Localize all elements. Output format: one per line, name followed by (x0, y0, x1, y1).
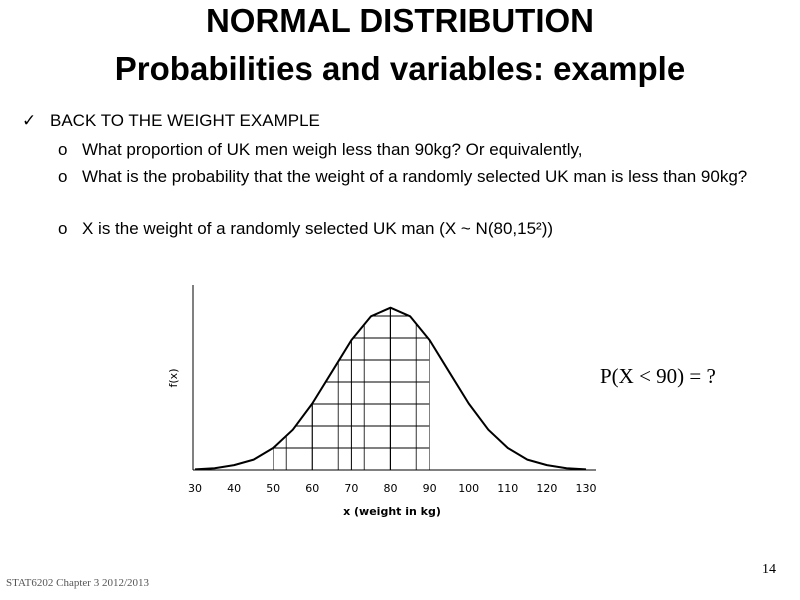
sub-marker: o (58, 167, 68, 186)
title: NORMAL DISTRIBUTION (205, 2, 595, 39)
y-axis-label: f(x) (167, 369, 180, 388)
bullet: What proportion of UK men weigh less tha… (82, 140, 583, 159)
check-marker: ✓ (22, 111, 37, 130)
bullet: BACK TO THE WEIGHT EXAMPLE (50, 111, 320, 130)
footer: STAT6202 Chapter 3 2012/2013 (6, 577, 150, 589)
bullet: What is the probability that the weight … (82, 167, 748, 186)
x-tick-label: 110 (497, 482, 518, 495)
x-axis-label: x (weight in kg) (343, 505, 441, 518)
x-tick-label: 120 (536, 482, 557, 495)
x-tick-label: 40 (227, 482, 241, 495)
x-tick-label: 90 (423, 482, 437, 495)
x-tick-label: 60 (305, 482, 319, 495)
x-tick-label: 50 (266, 482, 280, 495)
hatch (273, 307, 430, 470)
x-tick-label: 80 (384, 482, 398, 495)
x-tick-label: 100 (458, 482, 479, 495)
page-number: 14 (762, 562, 776, 577)
formula: P(X < 90) = ? (600, 364, 716, 388)
x-tick-label: 130 (576, 482, 597, 495)
x-tick-label: 30 (188, 482, 202, 495)
subtitle: Probabilities and variables: example (114, 50, 686, 87)
sub-marker: o (58, 219, 68, 238)
curve (194, 306, 587, 471)
bullet: X is the weight of a randomly selected U… (82, 219, 554, 238)
x-tick-label: 70 (344, 482, 358, 495)
sub-marker: o (58, 140, 68, 159)
